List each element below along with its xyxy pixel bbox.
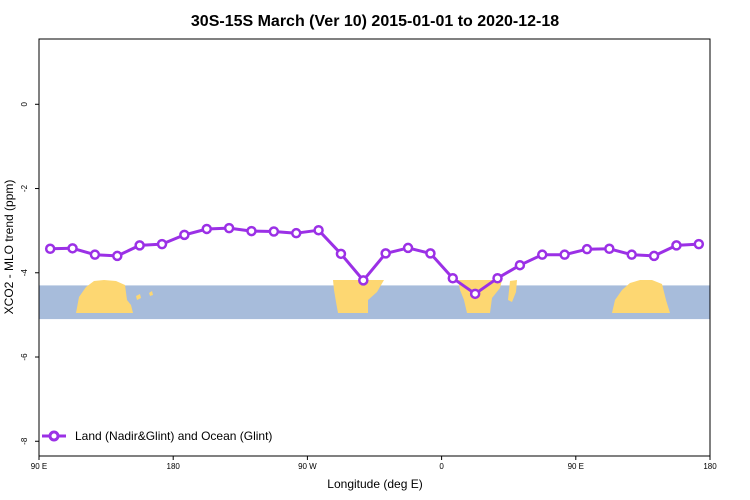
land-australia-islet-1	[136, 294, 141, 300]
data-point-12	[313, 224, 324, 236]
x-tick-label-1: 180	[167, 462, 181, 471]
data-point-11	[290, 227, 302, 239]
data-point-10	[268, 226, 280, 237]
data-point-29	[693, 238, 705, 250]
x-tick-label-0: 90 E	[31, 462, 47, 471]
data-point-1	[67, 243, 78, 254]
series-layer	[44, 222, 705, 300]
data-point-17	[425, 248, 436, 259]
legend-label: Land (Nadir&Glint) and Ocean (Glint)	[75, 429, 272, 443]
data-point-7	[201, 223, 212, 235]
data-point-9	[246, 225, 257, 237]
y-axis: 0 -2 -4 -6 -8	[20, 102, 39, 445]
data-point-14	[358, 275, 369, 286]
data-point-21	[514, 259, 526, 271]
data-point-5	[156, 238, 168, 250]
data-point-3	[112, 250, 123, 262]
data-point-15	[380, 248, 391, 259]
land-masses	[76, 280, 670, 313]
data-point-26	[626, 249, 637, 260]
data-point-0	[44, 243, 56, 255]
chart-title: 30S-15S March (Ver 10) 2015-01-01 to 202…	[191, 13, 559, 30]
data-point-22	[537, 249, 548, 260]
y-tick-label-1: -2	[20, 184, 29, 192]
legend-marker	[48, 430, 60, 442]
land-south-america	[333, 280, 384, 313]
data-point-18	[447, 272, 459, 284]
plot-frame	[38, 38, 711, 457]
data-point-6	[179, 229, 190, 241]
background-map	[39, 280, 710, 320]
land-australia-islet-2	[149, 291, 153, 296]
data-point-27	[648, 250, 660, 262]
x-axis: 90 E 180 90 W 0 90 E 180	[31, 456, 717, 471]
y-tick-label-3: -6	[20, 353, 29, 361]
x-tick-label-5: 180	[703, 462, 717, 471]
y-tick-label-4: -8	[20, 437, 29, 445]
data-point-2	[89, 249, 101, 260]
land-australia-west	[76, 280, 133, 313]
data-point-4	[134, 240, 145, 251]
land-madagascar	[508, 280, 517, 302]
data-point-25	[604, 243, 615, 255]
data-point-20	[492, 272, 503, 284]
x-tick-label-3: 0	[439, 462, 444, 471]
data-point-16	[402, 242, 414, 254]
data-point-24	[581, 243, 593, 255]
y-axis-label: XCO2 - MLO trend (ppm)	[2, 180, 16, 315]
data-point-28	[671, 240, 682, 251]
data-point-23	[559, 249, 570, 260]
x-tick-label-2: 90 W	[298, 462, 317, 471]
data-point-8	[223, 222, 235, 234]
x-axis-label: Longitude (deg E)	[327, 477, 422, 491]
y-tick-label-2: -4	[20, 269, 29, 277]
land-australia-east	[612, 280, 670, 313]
data-point-13	[335, 248, 347, 260]
data-point-19	[469, 288, 481, 300]
y-tick-label-0: 0	[20, 102, 29, 107]
x-tick-label-4: 90 E	[568, 462, 584, 471]
legend: Land (Nadir&Glint) and Ocean (Glint)	[42, 429, 272, 443]
